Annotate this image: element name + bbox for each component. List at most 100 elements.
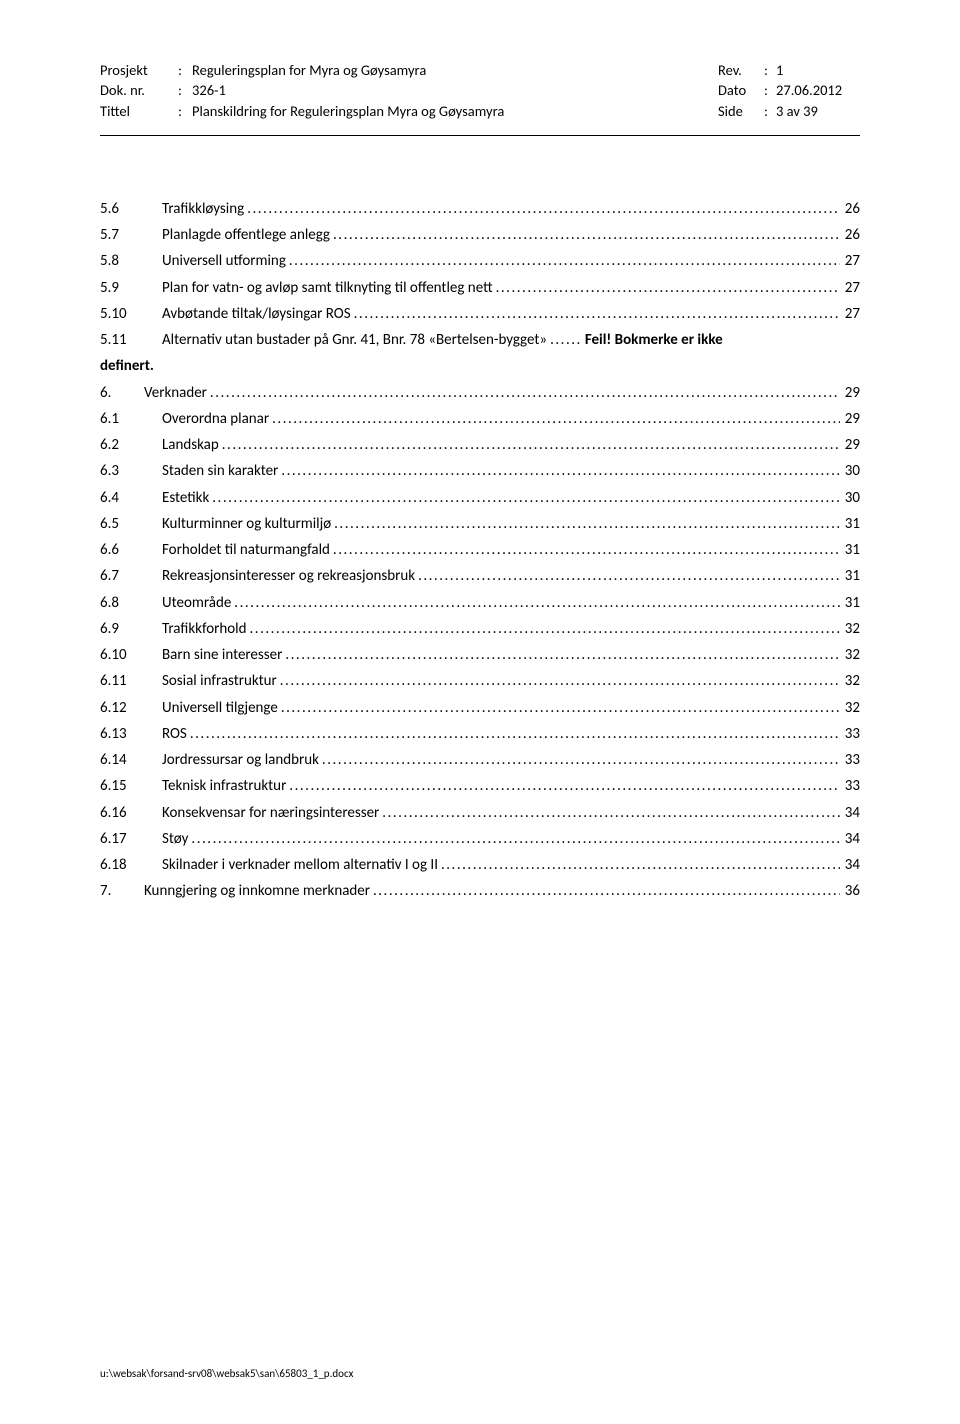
toc-leader-dots: ........................................… [219,432,840,458]
header-right-label: Side [718,101,764,121]
toc-leader-dots: ........................................… [188,826,840,852]
toc-error-text: Feil! Bokmerke er ikke [585,327,723,353]
toc-page-number: 31 [840,563,860,589]
table-of-contents: 5.6Trafikkløysing.......................… [100,196,860,905]
toc-title: Konsekvensar for næringsinteresser [162,800,379,826]
toc-title: Barn sine interesser [162,642,282,668]
toc-number: 6.16 [100,800,162,826]
toc-number: 6.5 [100,511,162,537]
header-right-colon: : [764,101,776,121]
toc-page-number: 31 [840,590,860,616]
toc-entry: 6.2Landskap.............................… [100,432,860,458]
toc-entry: 5.9Plan for vatn- og avløp samt tilknyti… [100,275,860,301]
toc-entry: 6.4Estetikk.............................… [100,485,860,511]
toc-number: 6.2 [100,432,162,458]
toc-number: 6.11 [100,668,162,694]
toc-number: 5.9 [100,275,162,301]
toc-leader-dots: ........................................… [187,721,840,747]
toc-entry: 6.9Trafikkforhold.......................… [100,616,860,642]
toc-leader-dots: ........................................… [282,642,840,668]
toc-number: 6.4 [100,485,162,511]
toc-number: 6.12 [100,695,162,721]
toc-page-number: 31 [840,537,860,563]
toc-entry: 6.15Teknisk infrastruktur...............… [100,773,860,799]
toc-title: Overordna planar [162,406,269,432]
document-header: Prosjekt : Reguleringsplan for Myra og G… [100,60,860,121]
toc-number: 5.7 [100,222,162,248]
footer-file-path: u:\websak\forsand-srv08\websak5\san\6580… [100,1367,353,1380]
toc-title: Jordressursar og landbruk [162,747,319,773]
toc-number: 6.17 [100,826,162,852]
toc-page-number: 36 [840,878,860,904]
header-value: 326-1 [192,80,718,100]
toc-title: Verknader [144,380,207,406]
toc-title: Staden sin karakter [162,458,278,484]
toc-entry: 6.1Overordna planar.....................… [100,406,860,432]
toc-leader-dots: ...... [547,327,585,353]
header-row-tittel: Tittel : Planskildring for Reguleringspl… [100,101,860,121]
toc-entry: 7.Kunngjering og innkomne merknader.....… [100,878,860,904]
toc-title: Uteområde [162,590,231,616]
toc-number: 5.8 [100,248,162,274]
toc-title: Universell tilgjenge [162,695,278,721]
toc-leader-dots: ........................................… [330,222,840,248]
toc-entry: 6.8Uteområde............................… [100,590,860,616]
toc-number: 6.18 [100,852,162,878]
header-right-label: Dato [718,80,764,100]
header-right-value: 27.06.2012 [776,80,860,100]
toc-page-number: 27 [840,301,860,327]
header-right-colon: : [764,60,776,80]
toc-entry: 5.10Avbøtande tiltak/løysingar ROS......… [100,301,860,327]
toc-number: 6.3 [100,458,162,484]
header-value: Planskildring for Reguleringsplan Myra o… [192,101,718,121]
toc-page-number: 32 [840,616,860,642]
toc-title: Trafikkforhold [162,616,247,642]
toc-title: Kulturminner og kulturmiljø [162,511,331,537]
toc-page-number: 27 [840,248,860,274]
toc-number: 6.8 [100,590,162,616]
toc-page-number: 30 [840,458,860,484]
header-row-dok: Dok. nr. : 326-1 Dato : 27.06.2012 [100,80,860,100]
toc-entry: 6.13ROS.................................… [100,721,860,747]
toc-number: 6.10 [100,642,162,668]
header-colon: : [178,80,192,100]
toc-entry: 6.5Kulturminner og kulturmiljø..........… [100,511,860,537]
toc-page-number: 33 [840,721,860,747]
toc-title: ROS [162,721,187,747]
toc-page-number: 32 [840,695,860,721]
toc-leader-dots: ........................................… [330,537,840,563]
toc-page-number: 26 [840,222,860,248]
toc-entry: 6.14Jordressursar og landbruk...........… [100,747,860,773]
toc-leader-dots: ........................................… [209,485,840,511]
toc-entry: 6.17Støy................................… [100,826,860,852]
header-divider [100,135,860,136]
toc-leader-dots: ........................................… [415,563,840,589]
header-colon: : [178,60,192,80]
toc-page-number: 26 [840,196,860,222]
toc-title: Forholdet til naturmangfald [162,537,330,563]
toc-number: 6.7 [100,563,162,589]
toc-title: Universell utforming [162,248,286,274]
toc-error-continuation: definert. [100,353,860,379]
toc-number: 5.6 [100,196,162,222]
toc-number: 6.9 [100,616,162,642]
toc-title: Landskap [162,432,219,458]
toc-title: Alternativ utan bustader på Gnr. 41, Bnr… [162,327,547,353]
header-right-colon: : [764,80,776,100]
toc-leader-dots: ........................................… [207,380,840,406]
toc-page-number: 31 [840,511,860,537]
header-right-value: 1 [776,60,860,80]
toc-page-number: 33 [840,773,860,799]
header-right-value: 3 av 39 [776,101,860,121]
toc-leader-dots: ........................................… [269,406,840,432]
toc-page-number: 29 [840,432,860,458]
toc-page-number: 34 [840,800,860,826]
toc-title: Kunngjering og innkomne merknader [144,878,370,904]
toc-entry: 6.7Rekreasjonsinteresser og rekreasjonsb… [100,563,860,589]
toc-number: 5.11 [100,327,162,353]
toc-page-number: 32 [840,668,860,694]
toc-entry: 6.6Forholdet til naturmangfald..........… [100,537,860,563]
toc-leader-dots: ........................................… [493,275,840,301]
toc-page-number: 34 [840,852,860,878]
toc-title: Planlagde offentlege anlegg [162,222,330,248]
